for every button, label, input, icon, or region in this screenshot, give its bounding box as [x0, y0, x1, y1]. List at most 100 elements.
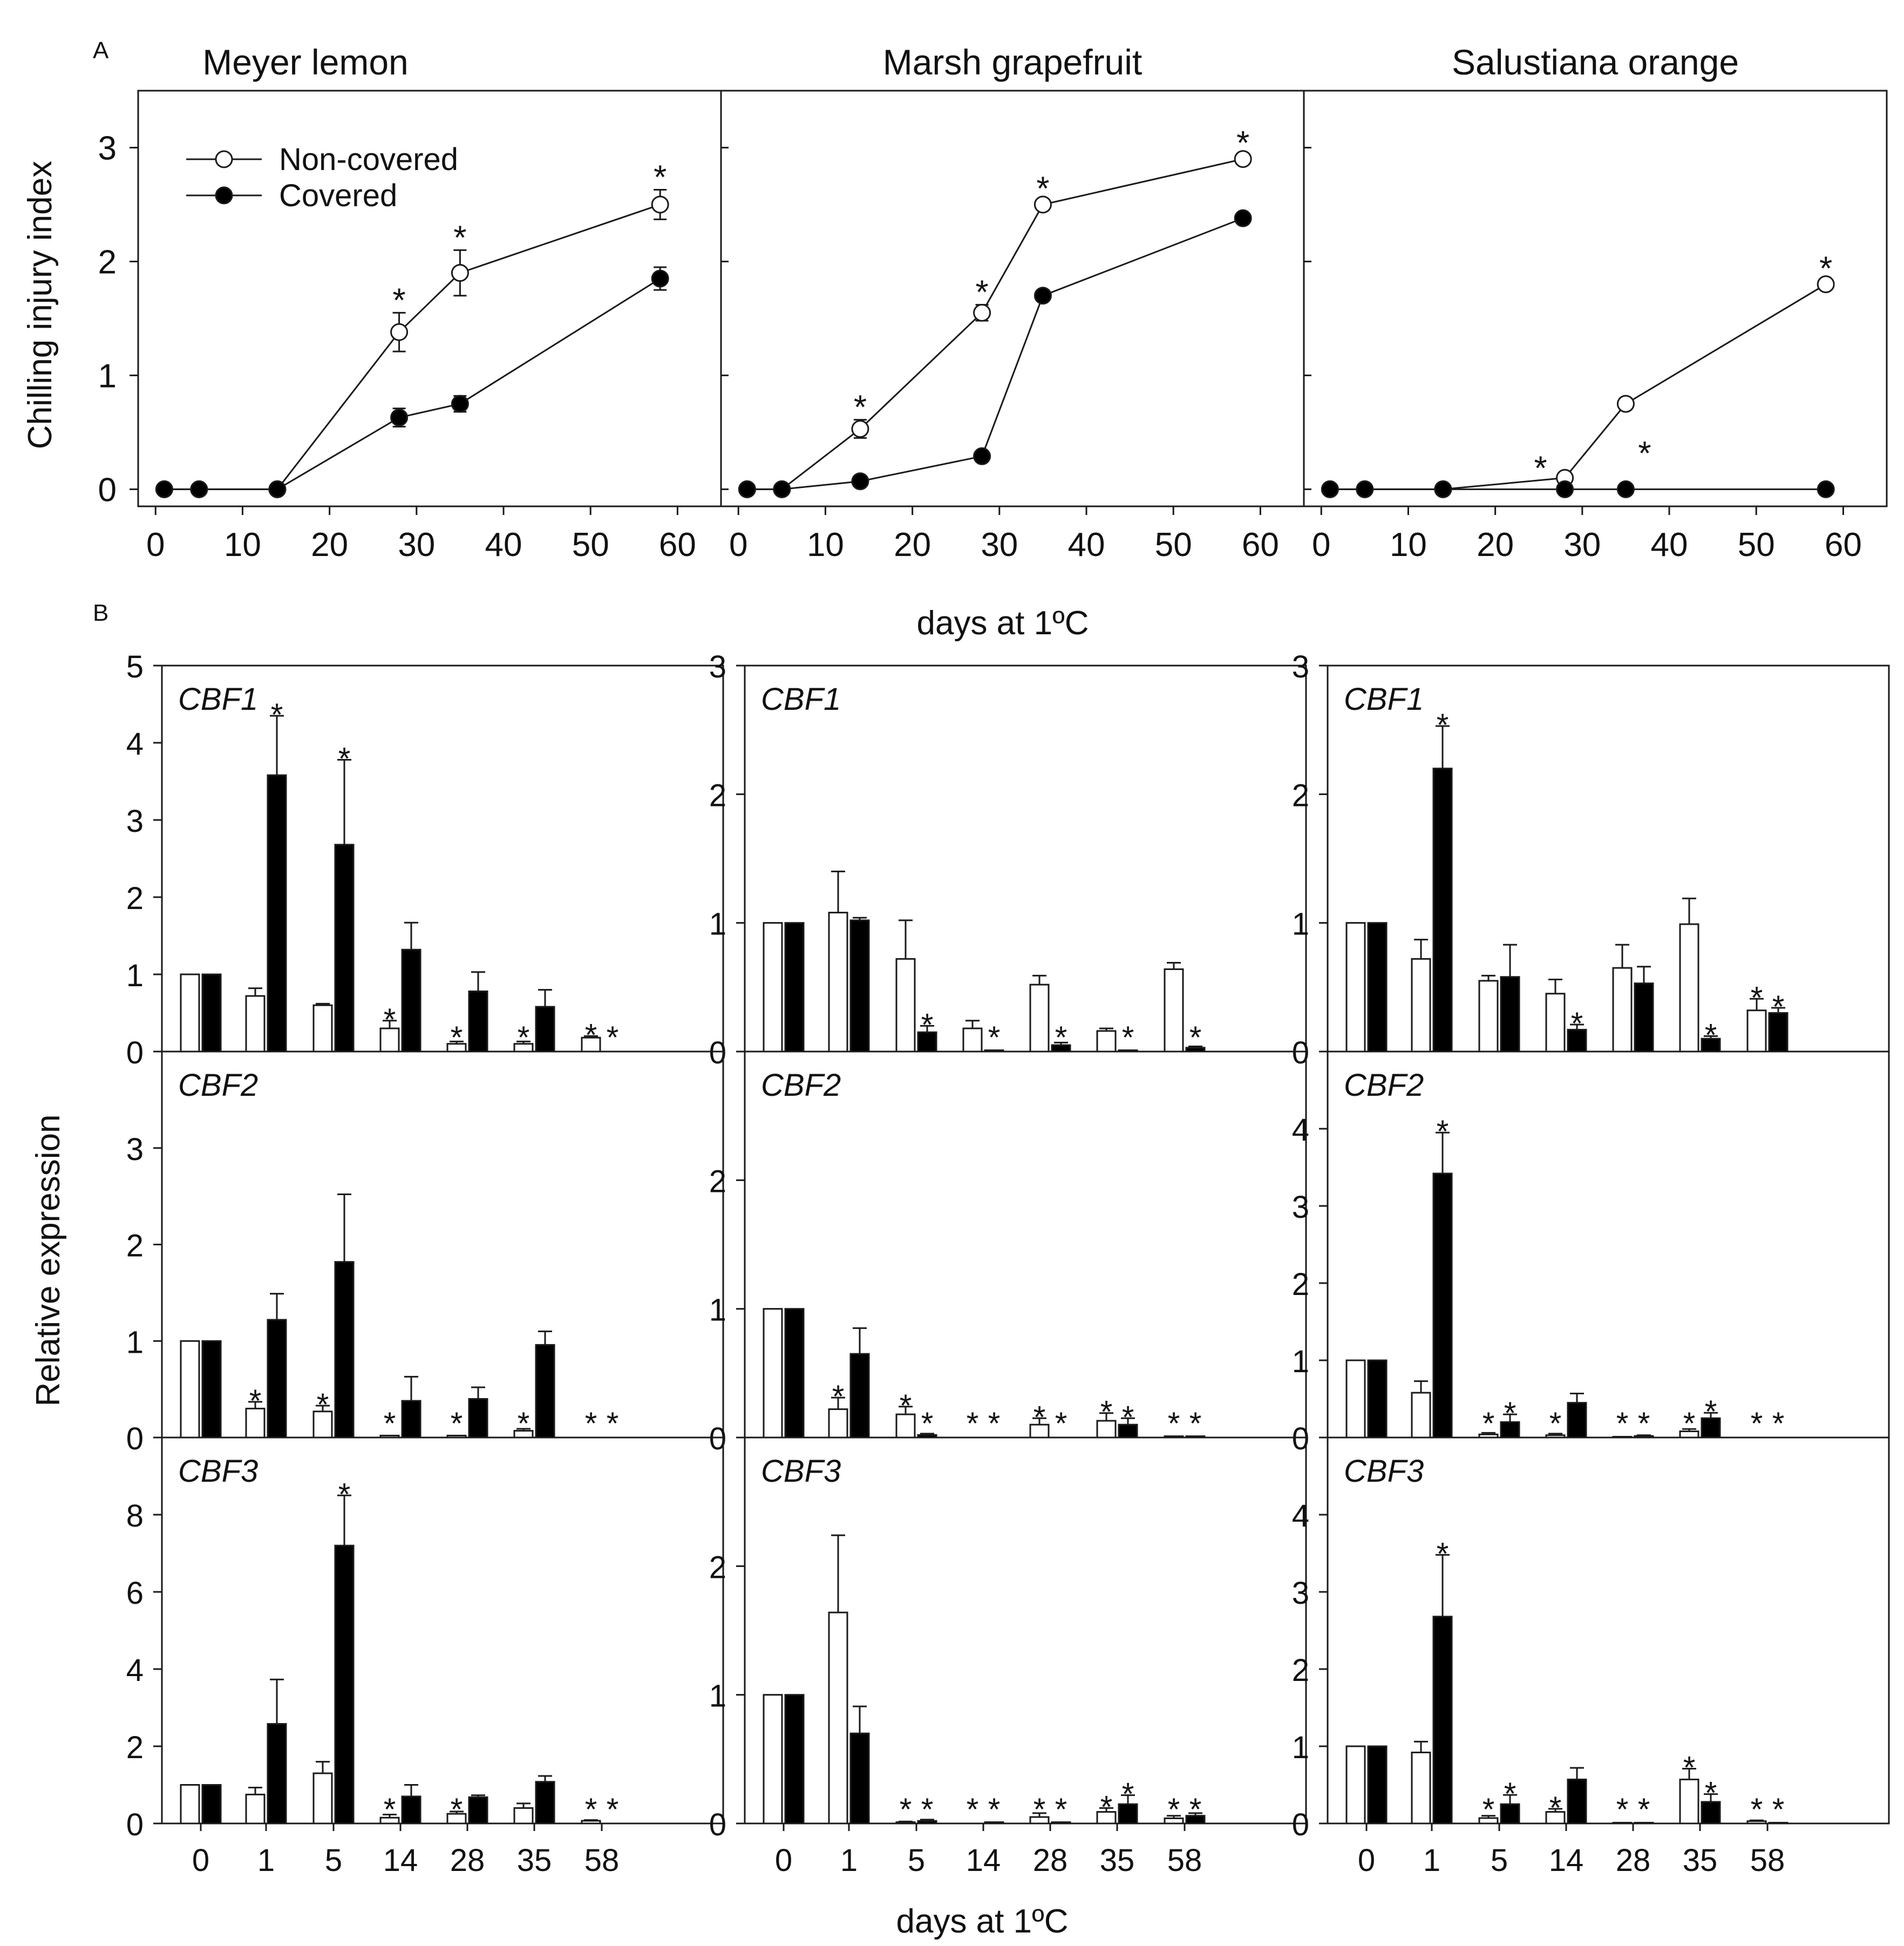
significance-cbf1-salustiana-orange-covered-35: * — [1705, 1018, 1717, 1053]
y-tick-label-meyer-lemon-2: 2 — [98, 243, 117, 281]
y-tick-label-cbf3-meyer-lemon-4: 4 — [126, 1653, 144, 1688]
data-point-meyer-lemon-covered-58 — [651, 269, 669, 288]
significance-cbf2-marsh-grapefruit-non-covered-58: * — [1168, 1406, 1180, 1441]
significance-cbf3-salustiana-orange-covered-5: * — [1504, 1777, 1517, 1812]
bar-cbf3-meyer-lemon-covered-14 — [401, 1795, 421, 1825]
y-tick-label-cbf1-meyer-lemon-3: 3 — [126, 804, 144, 839]
data-point-marsh-grapefruit-non-covered-35 — [1033, 195, 1052, 214]
significance-cbf3-salustiana-orange-non-covered-58: * — [1751, 1792, 1763, 1827]
y-tick-label-cbf3-meyer-lemon-8: 8 — [126, 1499, 144, 1534]
bar-cbf1-salustiana-orange-non-covered-0 — [1345, 922, 1366, 1053]
significance-cbf2-meyer-lemon-non-covered-58: * — [585, 1406, 597, 1441]
bar-cbf1-salustiana-orange-non-covered-28 — [1612, 967, 1633, 1053]
y-tick-label-cbf3-meyer-lemon-0: 0 — [126, 1807, 144, 1842]
significance-cbf3-salustiana-orange-covered-35: * — [1705, 1776, 1717, 1811]
gene-label-cbf3-marsh-grapefruit: CBF3 — [761, 1454, 841, 1489]
x-tick-label-cbf3-marsh-grapefruit-35: 35 — [1100, 1843, 1135, 1878]
data-point-salustiana-orange-non-covered-58 — [1817, 275, 1835, 294]
bar-cbf1-meyer-lemon-non-covered-0 — [180, 973, 200, 1053]
x-tick-label-cbf3-salustiana-orange-14: 14 — [1549, 1843, 1584, 1878]
data-point-meyer-lemon-covered-5 — [190, 480, 208, 498]
x-tick-label-meyer-lemon-10: 10 — [224, 526, 261, 564]
bar-cbf3-marsh-grapefruit-covered-35 — [1118, 1803, 1138, 1825]
bar-cbf3-salustiana-orange-non-covered-35 — [1679, 1778, 1699, 1825]
bar-cbf1-salustiana-orange-covered-5 — [1500, 976, 1520, 1053]
bar-cbf2-salustiana-orange-covered-0 — [1367, 1359, 1388, 1439]
x-tick-label-cbf3-salustiana-orange-28: 28 — [1616, 1843, 1651, 1878]
bar-cbf1-marsh-grapefruit-non-covered-1 — [828, 912, 848, 1053]
y-tick-label-cbf3-salustiana-orange-1: 1 — [1292, 1730, 1309, 1765]
x-tick-label-salustiana-orange-0: 0 — [1312, 526, 1330, 564]
y-tick-label-cbf2-salustiana-orange-2: 2 — [1292, 1267, 1309, 1302]
significance-cbf3-meyer-lemon-covered-58: * — [607, 1792, 619, 1827]
significance-cbf1-meyer-lemon-covered-58: * — [607, 1020, 619, 1055]
x-tick-label-cbf3-salustiana-orange-1: 1 — [1423, 1843, 1440, 1878]
bar-cbf3-meyer-lemon-non-covered-35 — [513, 1807, 534, 1825]
significance-cbf3-salustiana-orange-covered-58: * — [1772, 1792, 1785, 1827]
bar-chart-cbf3-meyer-lemon: CBF3 0 2 4 6 8 0 1 5 * 14 * 28 * 35 58 * * — [126, 1436, 724, 1878]
x-tick-label-cbf3-salustiana-orange-58: 58 — [1750, 1843, 1785, 1878]
significance-cbf2-salustiana-orange-covered-58: * — [1772, 1406, 1785, 1441]
data-point-meyer-lemon-non-covered-58 — [651, 195, 669, 214]
bar-cbf1-salustiana-orange-non-covered-35 — [1679, 923, 1699, 1053]
bar-cbf2-meyer-lemon-covered-0 — [201, 1340, 222, 1439]
y-tick-label-cbf2-meyer-lemon-1: 1 — [126, 1325, 144, 1360]
bar-cbf1-marsh-grapefruit-covered-1 — [849, 919, 870, 1053]
bar-cbf1-salustiana-orange-covered-1 — [1432, 768, 1453, 1053]
significance-cbf3-salustiana-orange-non-covered-5: * — [1483, 1792, 1495, 1827]
bar-cbf1-salustiana-orange-covered-58 — [1768, 1012, 1789, 1053]
data-point-meyer-lemon-covered-1 — [155, 480, 173, 498]
bar-cbf2-meyer-lemon-covered-14 — [401, 1400, 421, 1439]
x-tick-label-marsh-grapefruit-20: 20 — [894, 526, 931, 564]
line-chart-meyer-lemon: Meyer lemon 0 10 20 30 40 50 60 0 1 2 3 * * * Non-cover… — [98, 42, 722, 564]
significance-cbf2-marsh-grapefruit-non-covered-1: * — [832, 1379, 845, 1414]
x-tick-label-meyer-lemon-50: 50 — [572, 526, 609, 564]
bar-cbf1-marsh-grapefruit-covered-0 — [784, 922, 805, 1053]
bar-cbf1-marsh-grapefruit-non-covered-14 — [962, 1027, 983, 1053]
y-tick-label-cbf3-salustiana-orange-4: 4 — [1292, 1499, 1309, 1534]
bar-cbf1-marsh-grapefruit-non-covered-35 — [1096, 1030, 1117, 1053]
x-tick-label-cbf3-meyer-lemon-58: 58 — [584, 1843, 620, 1878]
significance-marsh-grapefruit-35: * — [1036, 171, 1049, 208]
significance-cbf3-marsh-grapefruit-covered-58: * — [1189, 1792, 1202, 1827]
significance-marsh-grapefruit-58: * — [1236, 125, 1249, 162]
significance-cbf1-marsh-grapefruit-covered-14: * — [988, 1020, 1001, 1055]
y-tick-label-cbf1-marsh-grapefruit-1: 1 — [709, 907, 726, 942]
data-point-marsh-grapefruit-covered-28 — [973, 447, 991, 465]
significance-cbf2-salustiana-orange-non-covered-28: * — [1616, 1406, 1629, 1441]
bar-cbf3-marsh-grapefruit-covered-28 — [1051, 1821, 1071, 1825]
bar-cbf2-marsh-grapefruit-non-covered-0 — [763, 1308, 783, 1439]
x-tick-label-cbf3-marsh-grapefruit-58: 58 — [1167, 1843, 1202, 1878]
bar-cbf2-marsh-grapefruit-non-covered-1 — [828, 1408, 848, 1439]
x-tick-label-meyer-lemon-0: 0 — [146, 526, 165, 564]
bar-cbf2-meyer-lemon-non-covered-1 — [245, 1407, 266, 1439]
significance-salustiana-orange-35: * — [1638, 435, 1651, 472]
y-tick-label-cbf3-marsh-grapefruit-1: 1 — [709, 1679, 726, 1714]
y-tick-label-cbf2-salustiana-orange-3: 3 — [1292, 1190, 1309, 1225]
significance-cbf1-salustiana-orange-covered-58: * — [1772, 989, 1785, 1025]
bar-chart-cbf2-meyer-lemon: CBF2 0 1 2 3 * * * * * * * — [126, 1050, 724, 1456]
plot-frame-cbf3-salustiana-orange — [1327, 1436, 1890, 1825]
bar-cbf3-salustiana-orange-non-covered-0 — [1345, 1745, 1366, 1825]
significance-cbf2-marsh-grapefruit-covered-58: * — [1189, 1406, 1202, 1441]
x-tick-label-cbf3-meyer-lemon-35: 35 — [517, 1843, 552, 1878]
y-tick-label-cbf3-meyer-lemon-2: 2 — [126, 1730, 144, 1765]
significance-cbf2-meyer-lemon-non-covered-5: * — [317, 1387, 329, 1422]
data-point-salustiana-orange-covered-5 — [1356, 480, 1374, 498]
data-point-salustiana-orange-covered-1 — [1321, 480, 1339, 498]
x-tick-label-cbf3-marsh-grapefruit-14: 14 — [966, 1843, 1001, 1878]
plot-frame-cbf3-meyer-lemon — [161, 1436, 724, 1825]
y-tick-label-cbf1-meyer-lemon-0: 0 — [126, 1035, 144, 1070]
significance-cbf3-salustiana-orange-non-covered-14: * — [1549, 1791, 1562, 1826]
chart-title-marsh-grapefruit: Marsh grapefruit — [883, 42, 1143, 82]
bar-cbf3-marsh-grapefruit-non-covered-0 — [763, 1694, 783, 1825]
significance-cbf1-meyer-lemon-non-covered-28: * — [451, 1020, 463, 1055]
y-axis-label-a: Chilling injury index — [22, 161, 59, 449]
x-tick-label-meyer-lemon-60: 60 — [659, 526, 696, 564]
data-point-salustiana-orange-covered-58 — [1817, 480, 1835, 498]
bar-cbf1-meyer-lemon-covered-14 — [401, 948, 421, 1053]
